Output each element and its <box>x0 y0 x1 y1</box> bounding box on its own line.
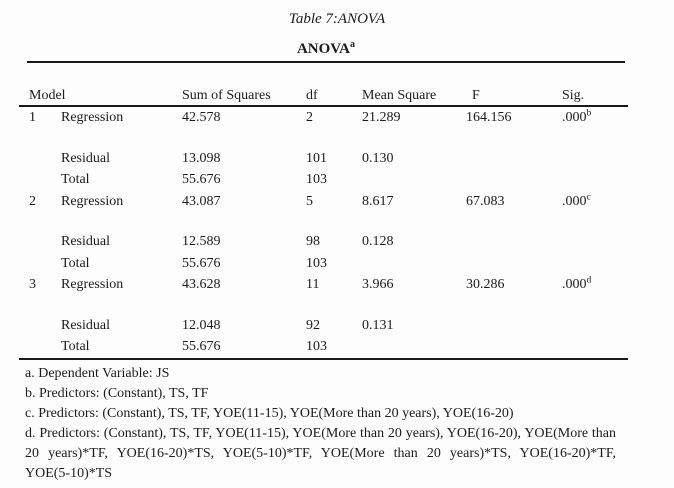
sig-value: .000 <box>562 110 587 125</box>
cell-model-no <box>19 315 61 337</box>
cell-sig: .000d <box>562 274 628 296</box>
cell-model-no <box>19 231 61 253</box>
cell-term: Regression <box>61 193 124 209</box>
table-footnotes: a. Dependent Variable: JS b. Predictors:… <box>19 357 628 484</box>
footnote-c: c. Predictors: (Constant), TS, TF, YOE(1… <box>25 405 514 421</box>
cell-sig <box>562 253 628 275</box>
cell-df: 5 <box>306 193 313 209</box>
cell-term: Residual <box>61 150 110 166</box>
table-heading-superscript: a <box>350 39 356 50</box>
cell-sig <box>562 231 628 253</box>
cell-sig <box>562 336 628 358</box>
cell-df: 101 <box>306 150 327 166</box>
cell-sum-of-squares: 12.048 <box>182 317 221 333</box>
cell-f: 30.286 <box>466 277 505 292</box>
cell-model-no: 2 <box>29 193 36 209</box>
cell-sum-of-squares: 12.589 <box>182 234 221 249</box>
cell-model-no <box>19 336 61 358</box>
cell-sig <box>562 315 628 337</box>
anova-table: ANOVAa Model Sum of Squares df Mean Squa… <box>19 39 628 484</box>
row-m2-total: Total 55.676 103 <box>19 253 628 275</box>
footnote-d: d. Predictors: (Constant), TS, TF, YOE(1… <box>25 425 616 481</box>
cell-sig: .000c <box>562 191 628 213</box>
cell-sum-of-squares: 55.676 <box>182 255 221 271</box>
column-header-sig: Sig. <box>562 88 585 103</box>
cell-model-no <box>19 169 61 191</box>
cell-df: 92 <box>306 317 320 333</box>
cell-df: 103 <box>306 339 327 354</box>
cell-sum-of-squares: 55.676 <box>182 172 221 187</box>
sig-value: .000 <box>562 277 587 292</box>
cell-sum-of-squares: 43.087 <box>182 193 221 209</box>
cell-mean-square: 0.131 <box>362 317 394 333</box>
sig-superscript: c <box>586 191 591 202</box>
cell-sum-of-squares: 55.676 <box>182 339 221 354</box>
row-m1-total: Total 55.676 103 <box>19 169 628 191</box>
cell-sig: .000b <box>562 107 628 129</box>
cell-sig <box>562 169 628 191</box>
cell-mean-square: 0.128 <box>362 234 394 249</box>
sig-superscript: d <box>586 275 592 286</box>
row-m2-regression: 2 Regression 43.087 5 8.617 67.083 .000c <box>19 191 628 213</box>
cell-model-no: 3 <box>29 277 36 292</box>
cell-f <box>466 169 562 191</box>
sig-value: .000 <box>562 193 587 209</box>
table-body: 1 Regression 42.578 2 21.289 164.156 .00… <box>19 107 628 358</box>
cell-f <box>466 148 562 170</box>
column-header-mean-square: Mean Square <box>362 88 437 103</box>
row-m3-total: Total 55.676 103 <box>19 336 628 358</box>
cell-f <box>466 253 562 275</box>
cell-sig <box>562 148 628 170</box>
cell-f <box>466 231 562 253</box>
cell-df: 2 <box>306 110 313 125</box>
cell-mean-square: 0.130 <box>362 150 394 166</box>
row-m1-residual: Residual 13.098 101 0.130 <box>19 148 628 170</box>
cell-df: 11 <box>306 277 320 292</box>
cell-term: Residual <box>61 234 110 249</box>
cell-sum-of-squares: 13.098 <box>182 150 221 166</box>
cell-sum-of-squares: 43.628 <box>182 277 221 292</box>
footnote-a: a. Dependent Variable: JS <box>25 365 170 381</box>
cell-term: Total <box>61 172 90 187</box>
row-m3-regression: 3 Regression 43.628 11 3.966 30.286 .000… <box>19 274 628 296</box>
cell-df: 98 <box>306 234 320 249</box>
cell-df: 103 <box>306 172 327 187</box>
column-header-f: F <box>472 88 480 103</box>
cell-model-no: 1 <box>29 110 36 125</box>
cell-f <box>466 315 562 337</box>
cell-term: Regression <box>61 277 124 292</box>
cell-f <box>466 336 562 358</box>
row-m2-residual: Residual 12.589 98 0.128 <box>19 231 628 253</box>
footnote-b: b. Predictors: (Constant), TS, TF <box>25 385 209 401</box>
cell-model-no <box>19 253 61 275</box>
cell-mean-square <box>362 336 466 358</box>
cell-mean-square: 21.289 <box>362 110 401 125</box>
cell-mean-square <box>362 169 466 191</box>
cell-f: 164.156 <box>466 110 512 125</box>
cell-term: Total <box>61 339 90 354</box>
cell-term: Total <box>61 255 90 271</box>
cell-term: Residual <box>61 317 110 333</box>
row-m1-regression: 1 Regression 42.578 2 21.289 164.156 .00… <box>19 107 628 129</box>
column-header-df: df <box>306 88 318 103</box>
row-m3-residual: Residual 12.048 92 0.131 <box>19 315 628 337</box>
cell-df: 103 <box>306 255 327 271</box>
cell-mean-square <box>362 253 466 275</box>
column-header-model: Model <box>29 88 66 103</box>
cell-model-no <box>19 148 61 170</box>
cell-sum-of-squares: 42.578 <box>182 110 221 125</box>
sig-superscript: b <box>586 108 592 119</box>
table-caption: Table 7:ANOVA <box>288 11 386 27</box>
table-heading: ANOVAa <box>27 39 625 63</box>
table-header-row: Model Sum of Squares df Mean Square F Si… <box>19 87 628 107</box>
cell-term: Regression <box>61 110 124 125</box>
table-heading-text: ANOVA <box>296 41 351 57</box>
cell-mean-square: 3.966 <box>362 277 394 292</box>
cell-f: 67.083 <box>466 193 505 209</box>
column-header-sum-of-squares: Sum of Squares <box>182 88 271 103</box>
cell-mean-square: 8.617 <box>362 193 394 209</box>
